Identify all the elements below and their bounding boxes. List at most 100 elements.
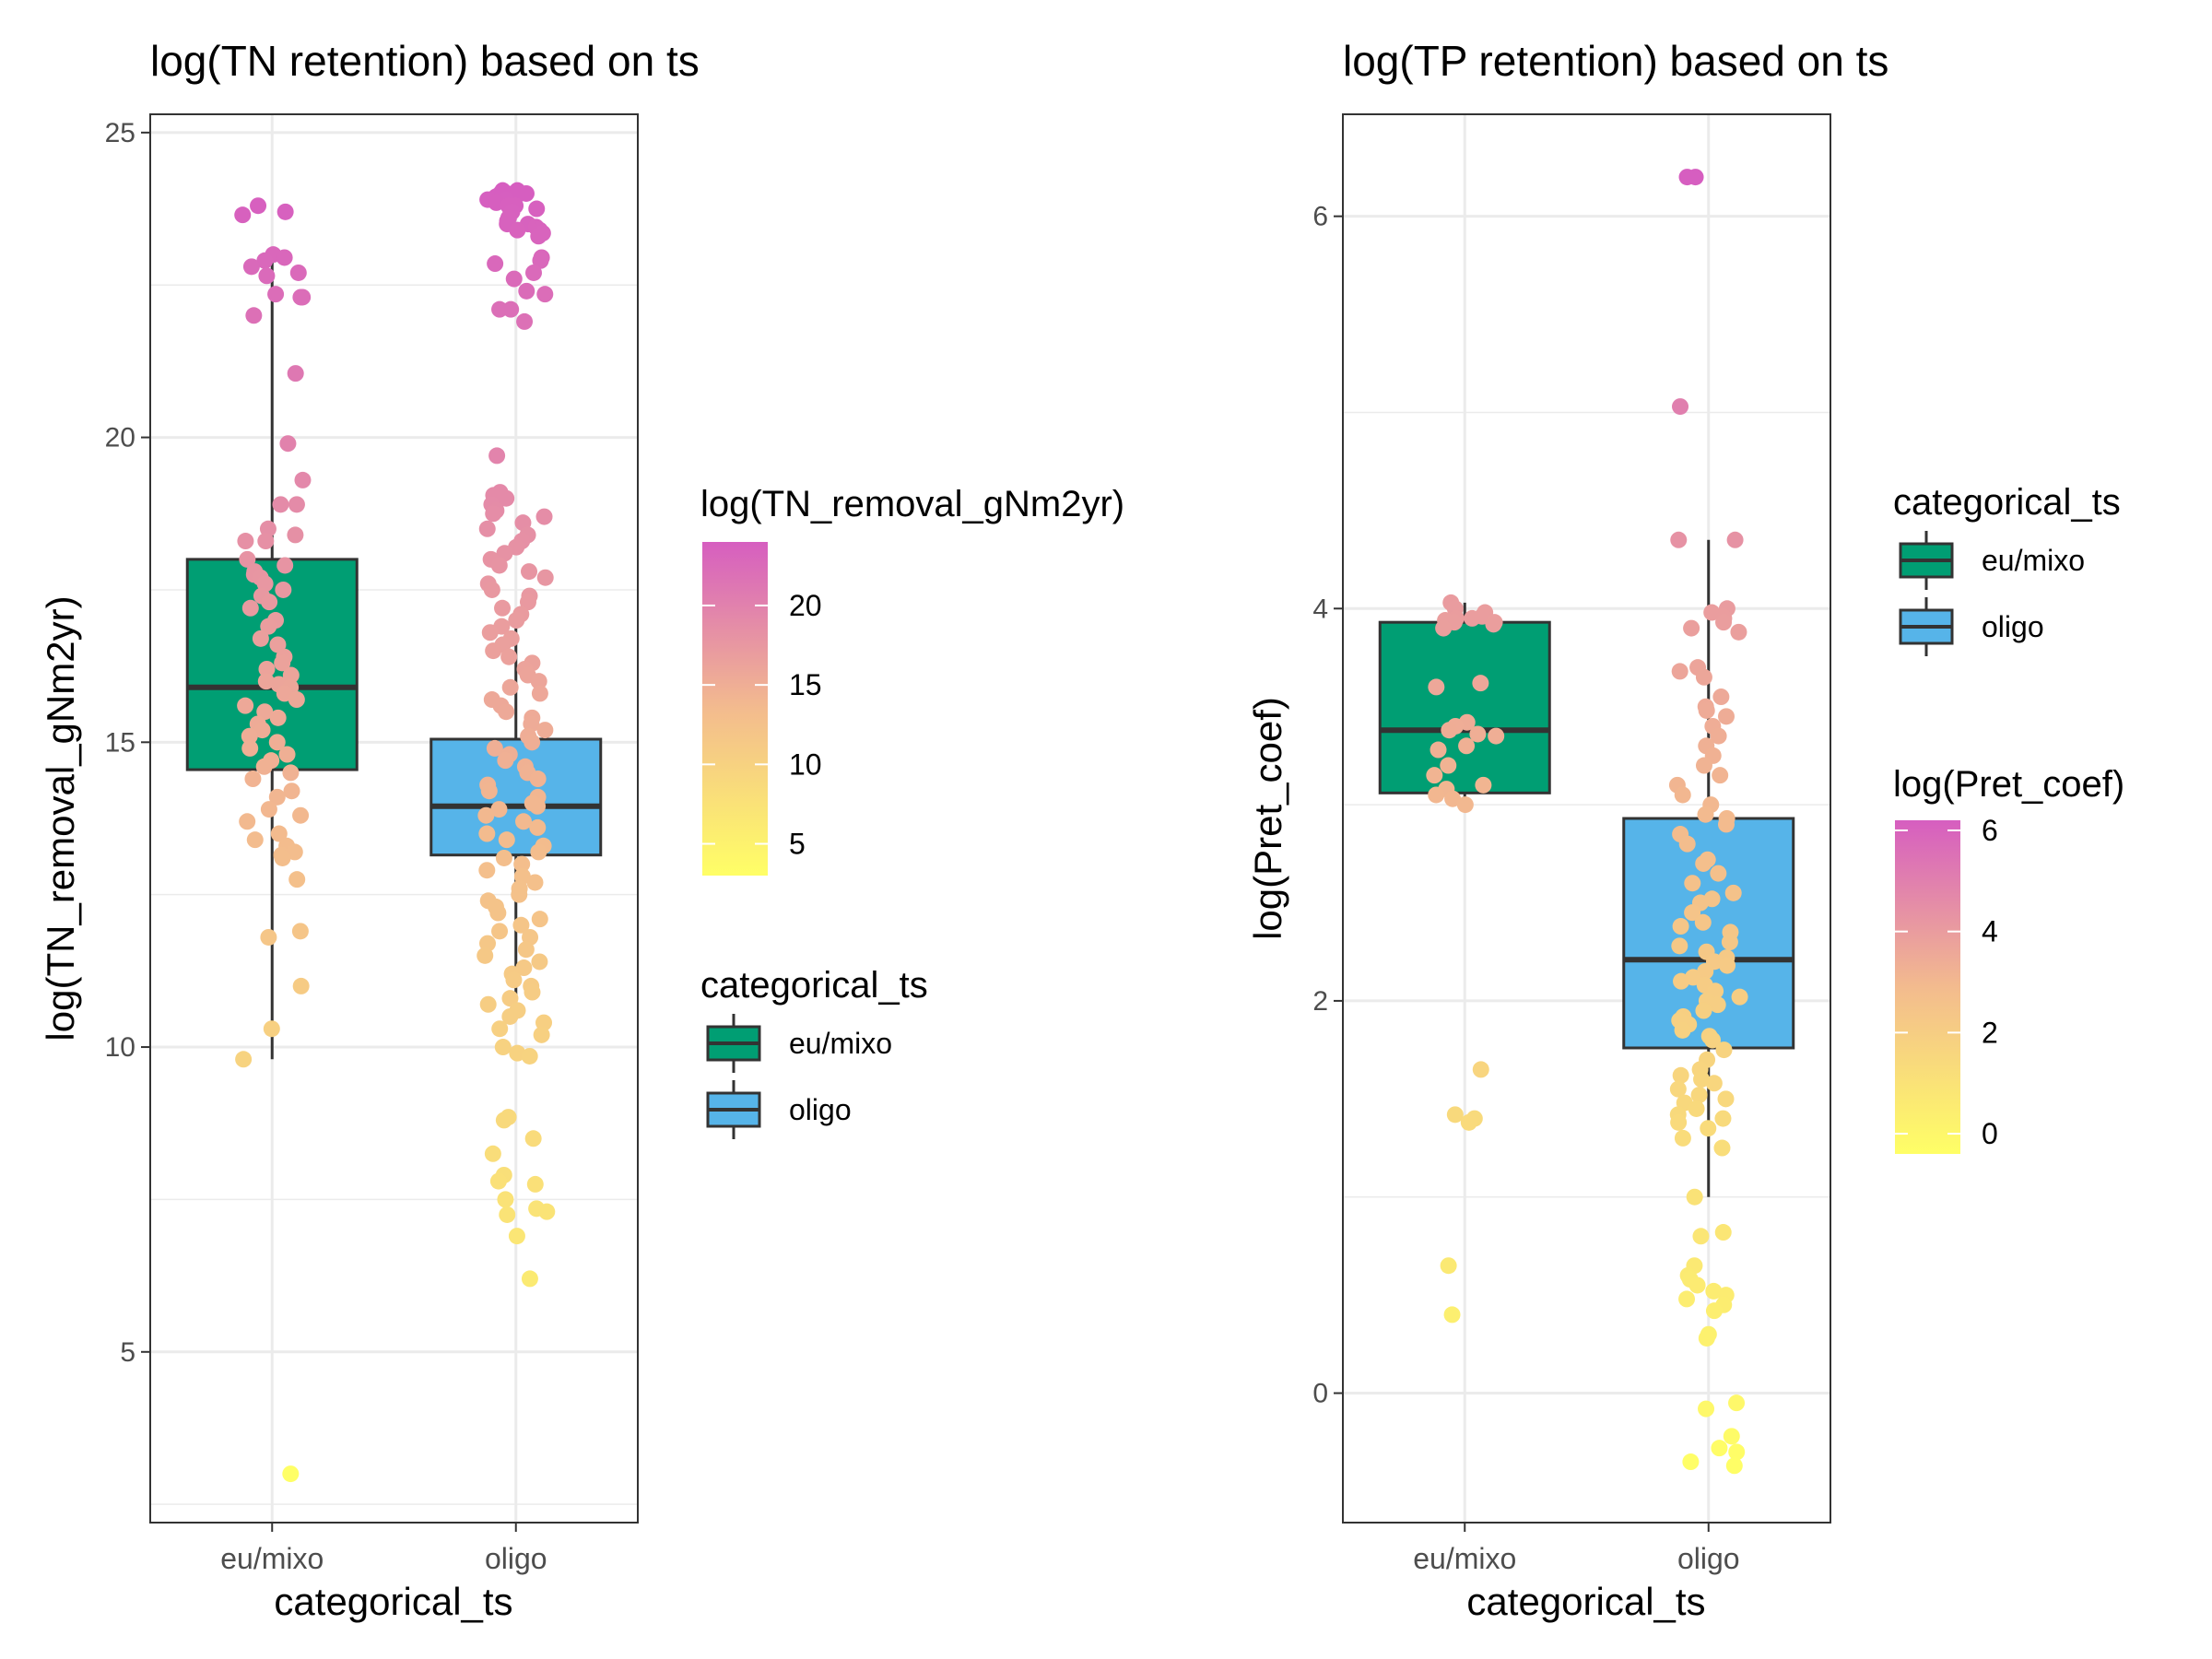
colorbar-tick-label: 4 bbox=[1982, 915, 1998, 948]
data-point bbox=[1712, 767, 1729, 784]
data-point bbox=[274, 654, 291, 672]
x-tick-label: oligo bbox=[1677, 1542, 1740, 1575]
data-point bbox=[515, 813, 533, 830]
data-point bbox=[495, 849, 512, 866]
data-point bbox=[263, 1020, 280, 1038]
data-point bbox=[1440, 1257, 1457, 1275]
data-point bbox=[495, 1112, 512, 1129]
legend-item-label: oligo bbox=[789, 1093, 852, 1126]
data-point bbox=[1435, 619, 1453, 637]
data-point bbox=[1456, 796, 1474, 814]
data-point bbox=[282, 764, 300, 782]
y-axis: 5 10 15 20 25 bbox=[105, 118, 150, 1368]
colorbar-ticks: 5 10 15 20 bbox=[702, 589, 822, 861]
data-point bbox=[1684, 875, 1701, 892]
data-point bbox=[532, 252, 549, 269]
y-tick-label: 5 bbox=[120, 1337, 135, 1368]
data-point bbox=[1441, 722, 1458, 739]
data-point bbox=[533, 1026, 550, 1043]
y-tick-label: 20 bbox=[105, 423, 135, 453]
data-point bbox=[287, 365, 304, 382]
data-point bbox=[234, 206, 252, 224]
data-point bbox=[288, 691, 305, 709]
data-point bbox=[287, 526, 304, 544]
data-point bbox=[485, 505, 502, 523]
data-point bbox=[511, 886, 528, 903]
data-point bbox=[500, 648, 518, 665]
data-point bbox=[526, 1175, 544, 1193]
data-point bbox=[1690, 1087, 1708, 1104]
data-point bbox=[535, 508, 553, 525]
data-point bbox=[1721, 934, 1738, 951]
data-point bbox=[524, 734, 541, 751]
data-point bbox=[1485, 616, 1502, 633]
data-point bbox=[477, 806, 495, 824]
data-point bbox=[1723, 1428, 1740, 1445]
x-axis: eu/mixo oligo bbox=[1413, 1523, 1740, 1575]
data-point bbox=[241, 739, 259, 757]
data-point bbox=[1725, 1457, 1743, 1475]
data-point bbox=[1695, 1002, 1712, 1019]
data-point bbox=[1693, 1071, 1711, 1088]
data-point bbox=[292, 806, 310, 824]
data-point bbox=[235, 1051, 253, 1068]
data-point bbox=[1446, 1106, 1464, 1124]
data-point bbox=[1488, 727, 1505, 745]
data-point bbox=[239, 550, 256, 568]
data-point bbox=[518, 282, 535, 300]
data-point bbox=[286, 843, 303, 861]
data-point bbox=[1430, 741, 1447, 759]
colorbar-legend: log(TN_removal_gNm2yr) 5 10 15 20 bbox=[700, 484, 1124, 876]
data-point bbox=[289, 264, 307, 281]
data-point bbox=[1443, 1306, 1461, 1324]
data-point bbox=[491, 300, 509, 318]
panel-tp-retention: log(TP retention) based on ts 0 2 4 6 eu/mi… bbox=[1246, 37, 2124, 1623]
points bbox=[1426, 169, 1748, 1475]
y-axis-label: log(TN_removal_gNm2yr) bbox=[39, 595, 82, 1041]
data-point bbox=[1472, 675, 1489, 692]
data-point bbox=[255, 758, 273, 775]
data-point bbox=[497, 752, 514, 770]
data-point bbox=[489, 904, 507, 922]
data-point bbox=[268, 788, 286, 806]
data-point bbox=[1698, 1400, 1715, 1418]
data-point bbox=[521, 1047, 538, 1065]
data-point bbox=[276, 203, 294, 220]
data-point bbox=[1670, 1113, 1688, 1131]
data-point bbox=[530, 843, 547, 861]
data-point bbox=[1704, 1031, 1722, 1049]
data-point bbox=[294, 471, 312, 488]
data-point bbox=[1672, 918, 1689, 935]
colorbar-tick-label: 15 bbox=[789, 668, 822, 701]
data-point bbox=[479, 995, 497, 1013]
data-point bbox=[478, 862, 496, 879]
data-point bbox=[1674, 1021, 1691, 1039]
panel-title: log(TP retention) based on ts bbox=[1343, 37, 1888, 85]
data-point bbox=[1698, 1329, 1715, 1347]
data-point bbox=[1674, 1129, 1691, 1147]
data-point bbox=[1717, 816, 1735, 833]
data-point bbox=[1670, 531, 1688, 548]
data-point bbox=[508, 1228, 525, 1245]
points bbox=[234, 182, 556, 1483]
data-point bbox=[489, 1172, 507, 1190]
legend-item-label: eu/mixo bbox=[789, 1027, 892, 1060]
colorbar bbox=[1895, 820, 1960, 1154]
data-point bbox=[1731, 988, 1748, 1006]
panel-tn-retention: log(TN retention) based on ts 510152025 … bbox=[39, 37, 1124, 1623]
data-point bbox=[524, 1130, 542, 1147]
data-point bbox=[477, 947, 494, 964]
fill-legend-title: categorical_ts bbox=[700, 965, 928, 1006]
data-point bbox=[490, 801, 508, 818]
data-point bbox=[1715, 1041, 1733, 1059]
data-point bbox=[1686, 1188, 1703, 1206]
data-point bbox=[1682, 1453, 1700, 1471]
data-point bbox=[1674, 786, 1691, 804]
data-point bbox=[274, 849, 291, 866]
data-point bbox=[491, 1020, 509, 1038]
data-point bbox=[508, 612, 525, 629]
y-tick-label: 4 bbox=[1312, 594, 1328, 624]
data-point bbox=[499, 1206, 516, 1223]
data-point bbox=[260, 618, 277, 635]
y-tick-label: 15 bbox=[105, 727, 135, 758]
